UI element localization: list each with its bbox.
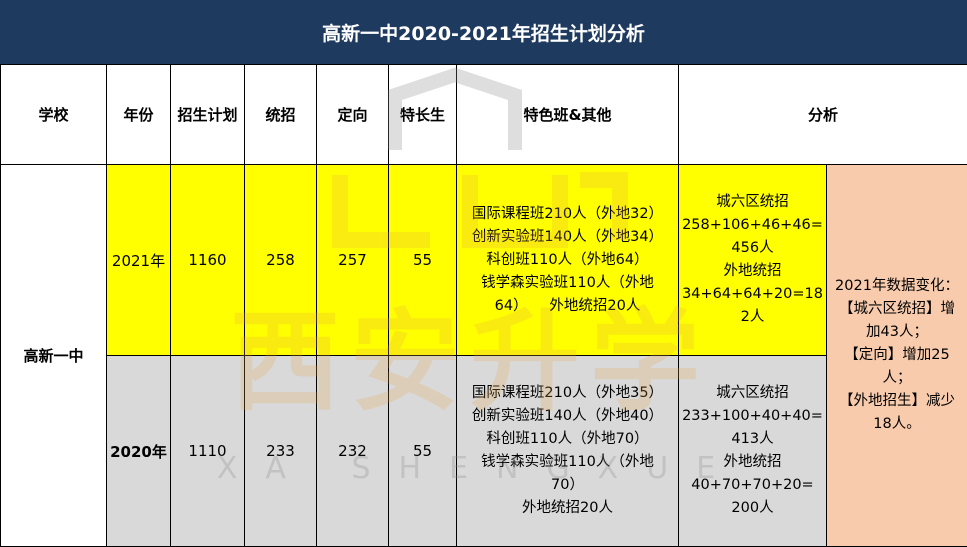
- specialty-cell: 55: [388, 164, 457, 356]
- year-cell: 2020年: [106, 355, 171, 547]
- header-plan: 招生计划: [170, 64, 245, 165]
- header-directed: 定向: [316, 64, 389, 165]
- header-row: 学校 年份 招生计划 统招 定向 特长生 特色班&其他 分析: [0, 64, 967, 165]
- analysis-cell: 城六区统招 258+106+46+46= 456人 外地统招 34+64+64+…: [678, 164, 827, 356]
- plan-cell: 1110: [170, 355, 245, 547]
- special-classes-cell: 国际课程班210人（外地32） 创新实验班140人（外地34） 科创班110人（…: [456, 164, 679, 356]
- unified-cell: 258: [244, 164, 317, 356]
- header-school: 学校: [0, 64, 107, 165]
- page-title: 高新一中2020-2021年招生计划分析: [0, 0, 967, 64]
- plan-cell: 1160: [170, 164, 245, 356]
- year-cell: 2021年: [106, 164, 171, 356]
- table-row: 高新一中 2021年 1160 258 257 55 国际课程班210人（外地3…: [0, 164, 967, 547]
- table-row: 2020年 1110 233 232 55 国际课程班210人（外地35） 创新…: [1, 355, 967, 547]
- analysis-cell: 城六区统招 233+100+40+40= 413人 外地统招 40+70+70+…: [678, 355, 827, 547]
- header-unified: 统招: [244, 64, 317, 165]
- header-specialty: 特长生: [388, 64, 457, 165]
- enrollment-table: 学校 年份 招生计划 统招 定向 特长生 特色班&其他 分析 高新一中 2021…: [0, 64, 967, 547]
- header-special-classes: 特色班&其他: [456, 64, 679, 165]
- header-year: 年份: [106, 64, 171, 165]
- unified-cell: 233: [244, 355, 317, 547]
- directed-cell: 232: [316, 355, 389, 547]
- special-classes-cell: 国际课程班210人（外地35） 创新实验班140人（外地40） 科创班110人（…: [456, 355, 679, 547]
- header-analysis: 分析: [677, 64, 967, 165]
- school-cell: 高新一中: [0, 164, 107, 547]
- specialty-cell: 55: [388, 355, 457, 547]
- change-summary-cell: 2021年数据变化： 【城六区统招】增 加43人； 【定向】增加25 人； 【外…: [825, 164, 967, 547]
- directed-cell: 257: [316, 164, 389, 356]
